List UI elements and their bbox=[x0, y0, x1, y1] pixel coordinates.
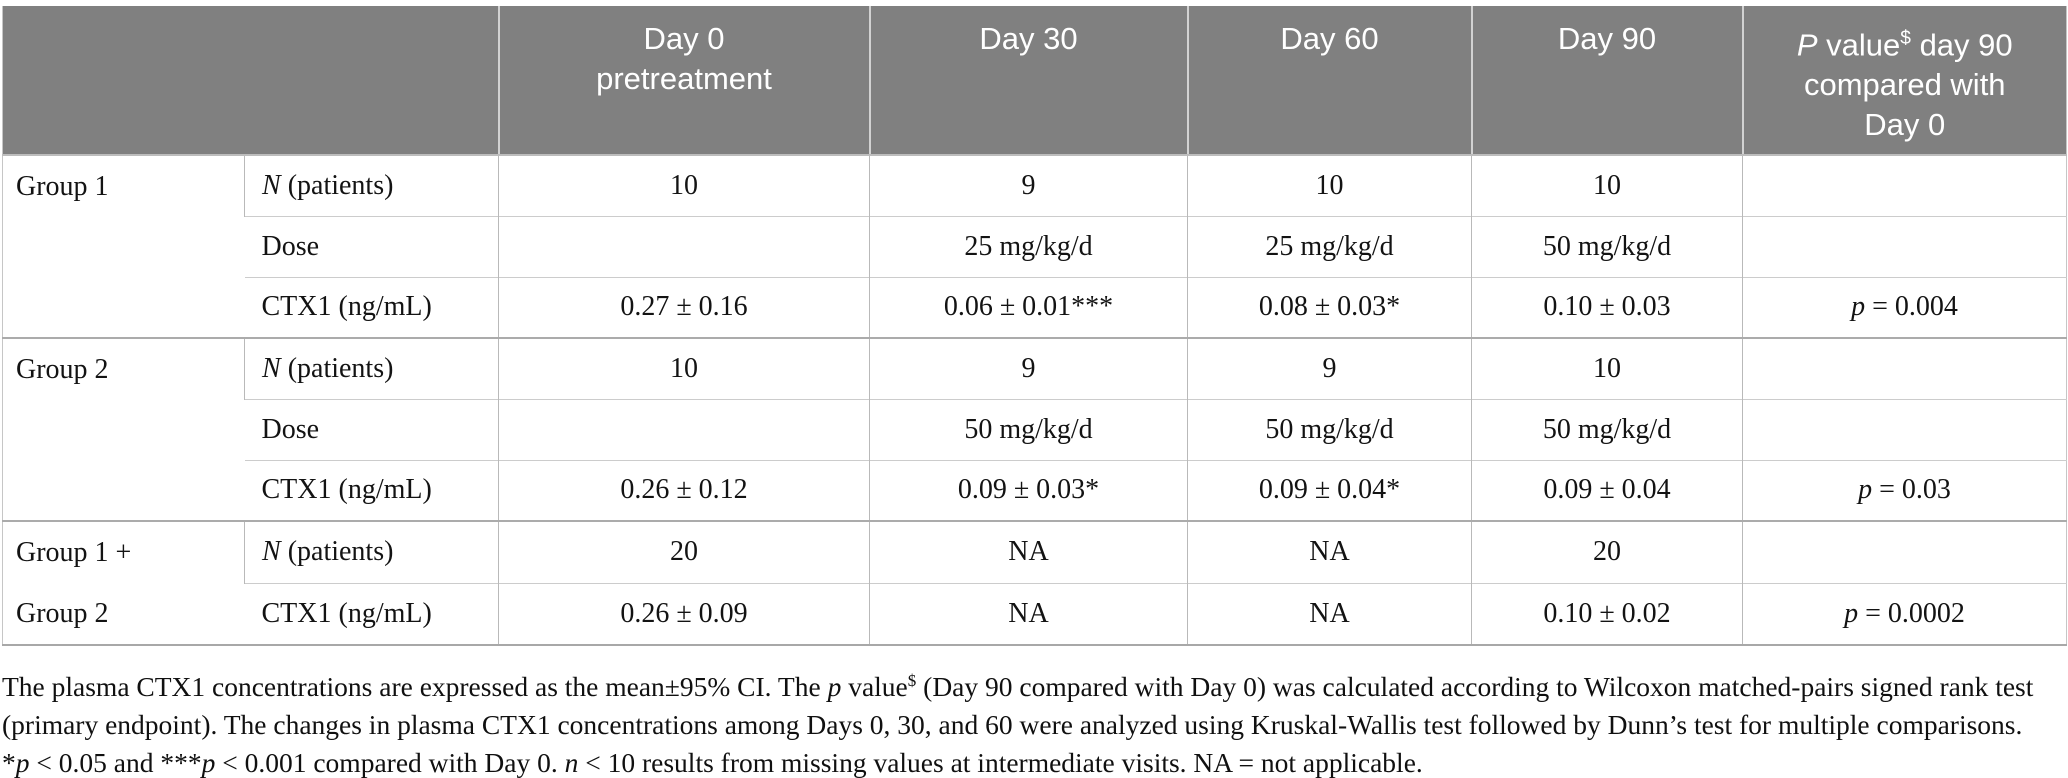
cell-g1-ctx1-day90: 0.10 ± 0.03 bbox=[1471, 276, 1743, 338]
table-row: CTX1 (ng/mL) 0.26 ± 0.12 0.09 ± 0.03* 0.… bbox=[3, 459, 2067, 521]
cell-g1-dose-day90: 50 mg/kg/d bbox=[1471, 215, 1743, 277]
cell-g2-dose-day60: 50 mg/kg/d bbox=[1187, 398, 1472, 460]
cell-g12-n-day0: 20 bbox=[498, 520, 870, 583]
cell-g1-dose-day30: 25 mg/kg/d bbox=[869, 215, 1188, 277]
table-row: Group 1 + Group 2 N (patients) 20 NA NA 2… bbox=[2, 520, 2067, 645]
header-row: Day 0 pretreatment Day 30 Day 60 Day 90 P… bbox=[2, 6, 2067, 156]
cell-g2-dose-day90: 50 mg/kg/d bbox=[1471, 398, 1743, 460]
cell-g1-n-day60: 10 bbox=[1187, 154, 1472, 216]
cell-g1-dose-day0 bbox=[498, 215, 870, 277]
cell-g2-n-pvalue bbox=[1742, 337, 2067, 399]
cell-g12-n-day90: 20 bbox=[1471, 520, 1743, 583]
ctx1-concentration-table: Day 0 pretreatment Day 30 Day 60 Day 90 P… bbox=[2, 6, 2067, 646]
cell-g12-n-day60: NA bbox=[1187, 520, 1472, 583]
group2-label: Group 2 bbox=[2, 337, 245, 521]
footnote-line-2: (primary endpoint). The changes in plasm… bbox=[2, 709, 2023, 741]
cell-g1-ctx1-day0: 0.27 ± 0.16 bbox=[498, 276, 870, 338]
cell-g1-dose-pvalue bbox=[1742, 215, 2067, 277]
cell-g2-n-day90: 10 bbox=[1471, 337, 1743, 399]
cell-g12-n-pvalue bbox=[1742, 520, 2067, 583]
row-label-ctx1: CTX1 (ng/mL) bbox=[244, 459, 499, 521]
group1-label: Group 1 bbox=[2, 154, 245, 338]
cell-g2-n-day30: 9 bbox=[869, 337, 1188, 399]
table-row: CTX1 (ng/mL) 0.26 ± 0.09 NA NA 0.10 ± 0.… bbox=[3, 582, 2067, 645]
table-row: Dose 50 mg/kg/d 50 mg/kg/d 50 mg/kg/d bbox=[3, 398, 2067, 460]
table-row: Group 1 N (patients) 10 9 10 10 bbox=[2, 154, 2067, 338]
header-corner-cell bbox=[2, 6, 499, 156]
cell-g1-ctx1-day30: 0.06 ± 0.01*** bbox=[869, 276, 1188, 338]
cell-g1-ctx1-day60: 0.08 ± 0.03* bbox=[1187, 276, 1472, 338]
cell-g12-ctx1-pvalue: p = 0.0002 bbox=[1742, 582, 2067, 645]
row-label-dose: Dose bbox=[244, 215, 499, 277]
cell-g12-ctx1-day60: NA bbox=[1187, 582, 1472, 645]
cell-g1-n-day30: 9 bbox=[869, 154, 1188, 216]
cell-g2-dose-day0 bbox=[498, 398, 870, 460]
cell-g12-ctx1-day30: NA bbox=[869, 582, 1188, 645]
table-row: Dose 25 mg/kg/d 25 mg/kg/d 50 mg/kg/d bbox=[3, 215, 2067, 277]
cell-g12-n-day30: NA bbox=[869, 520, 1188, 583]
table-row: CTX1 (ng/mL) 0.27 ± 0.16 0.06 ± 0.01*** … bbox=[3, 276, 2067, 338]
row-label-n-patients: N (patients) bbox=[244, 520, 499, 583]
footnote-line-3: *p < 0.05 and ***p < 0.001 compared with… bbox=[2, 747, 1423, 778]
cell-g2-ctx1-day60: 0.09 ± 0.04* bbox=[1187, 459, 1472, 521]
cell-g2-dose-pvalue bbox=[1742, 398, 2067, 460]
row-label-ctx1: CTX1 (ng/mL) bbox=[244, 582, 499, 645]
row-label-dose: Dose bbox=[244, 398, 499, 460]
cell-g12-ctx1-day0: 0.26 ± 0.09 bbox=[498, 582, 870, 645]
row-label-n-patients: N (patients) bbox=[244, 337, 499, 399]
col-header-pvalue: P value$ day 90 compared with Day 0 bbox=[1741, 6, 2067, 156]
cell-g2-ctx1-day90: 0.09 ± 0.04 bbox=[1471, 459, 1743, 521]
col-header-day90: Day 90 bbox=[1470, 6, 1743, 156]
cell-g2-ctx1-day30: 0.09 ± 0.03* bbox=[869, 459, 1188, 521]
cell-g1-n-day0: 10 bbox=[498, 154, 870, 216]
cell-g2-n-day60: 9 bbox=[1187, 337, 1472, 399]
row-label-ctx1: CTX1 (ng/mL) bbox=[244, 276, 499, 338]
cell-g2-dose-day30: 50 mg/kg/d bbox=[869, 398, 1188, 460]
cell-g1-n-day90: 10 bbox=[1471, 154, 1743, 216]
footnote-line-1: The plasma CTX1 concentrations are expre… bbox=[2, 671, 2034, 703]
col-header-day0: Day 0 pretreatment bbox=[497, 6, 870, 156]
col-header-day60: Day 60 bbox=[1186, 6, 1472, 156]
group1plus2-label: Group 1 + Group 2 bbox=[2, 520, 245, 645]
cell-g12-ctx1-day90: 0.10 ± 0.02 bbox=[1471, 582, 1743, 645]
cell-g1-n-pvalue bbox=[1742, 154, 2067, 216]
row-label-n-patients: N (patients) bbox=[244, 154, 499, 216]
cell-g2-ctx1-pvalue: p = 0.03 bbox=[1742, 459, 2067, 521]
cell-g1-ctx1-pvalue: p = 0.004 bbox=[1742, 276, 2067, 338]
table-row: Group 2 N (patients) 10 9 9 10 bbox=[2, 337, 2067, 521]
col-header-day30: Day 30 bbox=[868, 6, 1188, 156]
table-footnote: The plasma CTX1 concentrations are expre… bbox=[2, 662, 2064, 778]
cell-g1-dose-day60: 25 mg/kg/d bbox=[1187, 215, 1472, 277]
cell-g2-n-day0: 10 bbox=[498, 337, 870, 399]
cell-g2-ctx1-day0: 0.26 ± 0.12 bbox=[498, 459, 870, 521]
